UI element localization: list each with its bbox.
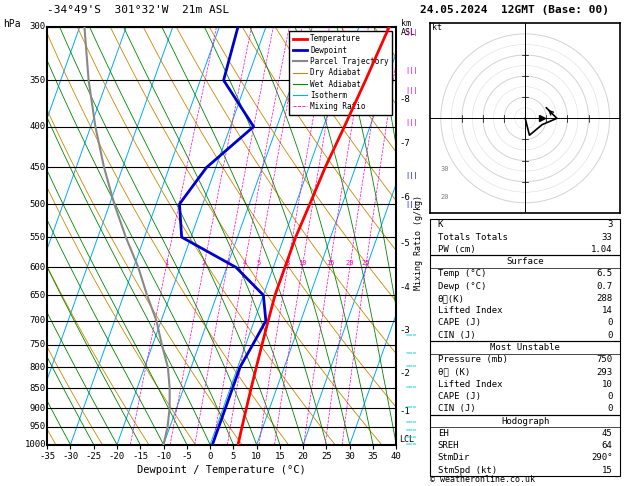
Text: 45: 45 — [602, 429, 613, 438]
Text: 750: 750 — [596, 355, 613, 364]
Text: 288: 288 — [596, 294, 613, 303]
Text: 1: 1 — [164, 260, 169, 265]
Text: CIN (J): CIN (J) — [438, 404, 476, 413]
Text: 3: 3 — [225, 260, 230, 265]
Text: ===: === — [406, 435, 417, 440]
X-axis label: Dewpoint / Temperature (°C): Dewpoint / Temperature (°C) — [137, 465, 306, 475]
Text: 0.7: 0.7 — [596, 282, 613, 291]
Text: 850: 850 — [30, 384, 46, 393]
Text: 4: 4 — [242, 260, 247, 265]
Text: 400: 400 — [30, 122, 46, 131]
Text: ===: === — [406, 351, 417, 356]
Text: θᴄ (K): θᴄ (K) — [438, 367, 470, 377]
Text: 350: 350 — [30, 76, 46, 85]
Text: 5: 5 — [256, 260, 260, 265]
Text: 750: 750 — [30, 340, 46, 349]
Text: 15: 15 — [602, 466, 613, 475]
Text: 0: 0 — [607, 392, 613, 401]
Text: 0: 0 — [607, 331, 613, 340]
Text: -34°49'S  301°32'W  21m ASL: -34°49'S 301°32'W 21m ASL — [47, 4, 230, 15]
Text: SREH: SREH — [438, 441, 459, 450]
Text: CAPE (J): CAPE (J) — [438, 392, 481, 401]
Text: θᴄ(K): θᴄ(K) — [438, 294, 465, 303]
Text: 25: 25 — [362, 260, 370, 265]
Text: -4: -4 — [399, 282, 410, 292]
Text: -3: -3 — [399, 326, 410, 335]
Text: 20: 20 — [441, 193, 449, 200]
Text: CAPE (J): CAPE (J) — [438, 318, 481, 328]
Text: 500: 500 — [30, 200, 46, 208]
Text: ===: === — [406, 442, 417, 447]
Text: 290°: 290° — [591, 453, 613, 462]
Text: CIN (J): CIN (J) — [438, 331, 476, 340]
Text: ===: === — [406, 421, 417, 426]
Text: 0: 0 — [607, 318, 613, 328]
Text: 14: 14 — [602, 306, 613, 315]
Text: |||: ||| — [406, 201, 418, 208]
Text: 300: 300 — [30, 22, 46, 31]
Text: 33: 33 — [602, 233, 613, 242]
Text: |||: ||| — [406, 172, 418, 179]
Text: 64: 64 — [602, 441, 613, 450]
Text: -2: -2 — [399, 369, 410, 378]
Text: hPa: hPa — [3, 19, 21, 30]
Text: 550: 550 — [30, 233, 46, 242]
Text: Lifted Index: Lifted Index — [438, 306, 503, 315]
Text: -5: -5 — [399, 239, 410, 248]
Text: |||: ||| — [406, 87, 418, 93]
Text: 6.5: 6.5 — [596, 269, 613, 278]
Text: 900: 900 — [30, 403, 46, 413]
Text: Mixing Ratio (g/kg): Mixing Ratio (g/kg) — [414, 195, 423, 291]
Text: © weatheronline.co.uk: © weatheronline.co.uk — [430, 474, 535, 484]
Text: -6: -6 — [399, 192, 410, 202]
Text: 293: 293 — [596, 367, 613, 377]
Text: 1000: 1000 — [25, 440, 46, 449]
Text: |||: ||| — [406, 29, 418, 36]
Text: Hodograph: Hodograph — [501, 417, 549, 426]
Text: Pressure (mb): Pressure (mb) — [438, 355, 508, 364]
Text: km
ASL: km ASL — [401, 19, 416, 37]
Text: 24.05.2024  12GMT (Base: 00): 24.05.2024 12GMT (Base: 00) — [420, 4, 609, 15]
Text: -8: -8 — [399, 95, 410, 104]
Text: Lifted Index: Lifted Index — [438, 380, 503, 389]
Text: 950: 950 — [30, 422, 46, 432]
Text: 0: 0 — [607, 404, 613, 413]
Text: -7: -7 — [399, 139, 410, 148]
Text: Surface: Surface — [506, 257, 544, 266]
Text: 800: 800 — [30, 363, 46, 372]
Legend: Temperature, Dewpoint, Parcel Trajectory, Dry Adiabat, Wet Adiabat, Isotherm, Mi: Temperature, Dewpoint, Parcel Trajectory… — [289, 31, 392, 115]
Text: 3: 3 — [607, 220, 613, 229]
Text: EH: EH — [438, 429, 448, 438]
Text: 1.04: 1.04 — [591, 245, 613, 254]
Text: 2: 2 — [202, 260, 206, 265]
Text: Most Unstable: Most Unstable — [490, 343, 560, 352]
Text: Totals Totals: Totals Totals — [438, 233, 508, 242]
Text: ===: === — [406, 364, 417, 370]
Text: 600: 600 — [30, 263, 46, 272]
Text: K: K — [438, 220, 443, 229]
Text: 450: 450 — [30, 163, 46, 172]
Text: kt: kt — [432, 23, 442, 32]
Text: 20: 20 — [346, 260, 354, 265]
Text: ===: === — [406, 333, 417, 338]
Text: ===: === — [406, 428, 417, 433]
Text: Dewp (°C): Dewp (°C) — [438, 282, 486, 291]
Text: 15: 15 — [326, 260, 334, 265]
Text: ===: === — [406, 386, 417, 391]
Text: Temp (°C): Temp (°C) — [438, 269, 486, 278]
Text: 10: 10 — [602, 380, 613, 389]
Text: 30: 30 — [441, 166, 449, 172]
Text: |||: ||| — [406, 67, 418, 74]
Text: StmSpd (kt): StmSpd (kt) — [438, 466, 497, 475]
Text: 8: 8 — [286, 260, 290, 265]
Text: 650: 650 — [30, 291, 46, 300]
Text: -1: -1 — [399, 407, 410, 417]
Text: StmDir: StmDir — [438, 453, 470, 462]
Text: 10: 10 — [298, 260, 307, 265]
Text: LCL: LCL — [399, 435, 415, 444]
Text: 700: 700 — [30, 316, 46, 325]
Text: ===: === — [406, 406, 417, 411]
Text: |||: ||| — [406, 119, 418, 126]
Text: PW (cm): PW (cm) — [438, 245, 476, 254]
